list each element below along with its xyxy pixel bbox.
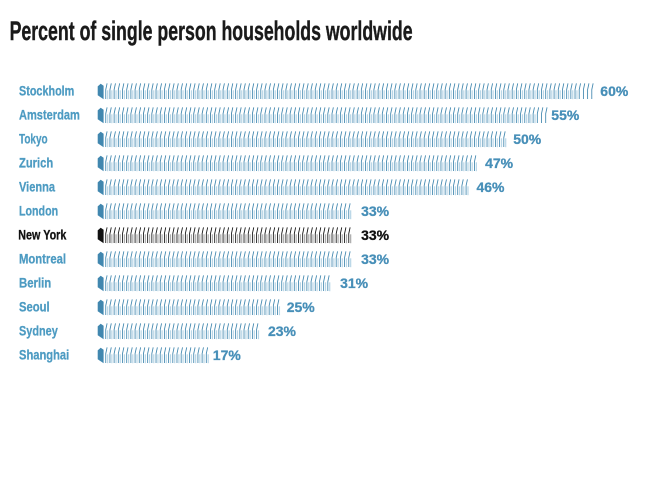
svg-text:60%: 60%: [600, 83, 629, 99]
svg-text:50%: 50%: [513, 131, 542, 147]
svg-text:Zurich: Zurich: [19, 156, 53, 171]
svg-text:Shanghai: Shanghai: [19, 348, 69, 363]
svg-text:Percent of single person house: Percent of single person households worl…: [10, 16, 413, 46]
svg-text:47%: 47%: [485, 155, 514, 171]
svg-text:Tokyo: Tokyo: [19, 132, 48, 147]
svg-text:33%: 33%: [361, 251, 390, 267]
svg-text:23%: 23%: [268, 323, 297, 339]
svg-text:Montreal: Montreal: [19, 252, 66, 267]
svg-text:33%: 33%: [361, 203, 390, 219]
svg-text:New York: New York: [18, 228, 66, 243]
svg-text:Seoul: Seoul: [19, 300, 50, 315]
svg-text:Stockholm: Stockholm: [19, 84, 74, 99]
svg-text:46%: 46%: [477, 179, 506, 195]
svg-text:55%: 55%: [551, 107, 580, 123]
svg-text:17%: 17%: [213, 347, 242, 363]
svg-text:London: London: [19, 204, 58, 219]
svg-text:25%: 25%: [287, 299, 316, 315]
svg-text:33%: 33%: [361, 227, 390, 243]
svg-text:Vienna: Vienna: [19, 180, 55, 195]
svg-text:Amsterdam: Amsterdam: [19, 108, 80, 123]
svg-text:Sydney: Sydney: [19, 324, 58, 339]
svg-text:31%: 31%: [340, 275, 369, 291]
svg-text:Berlin: Berlin: [19, 276, 51, 291]
